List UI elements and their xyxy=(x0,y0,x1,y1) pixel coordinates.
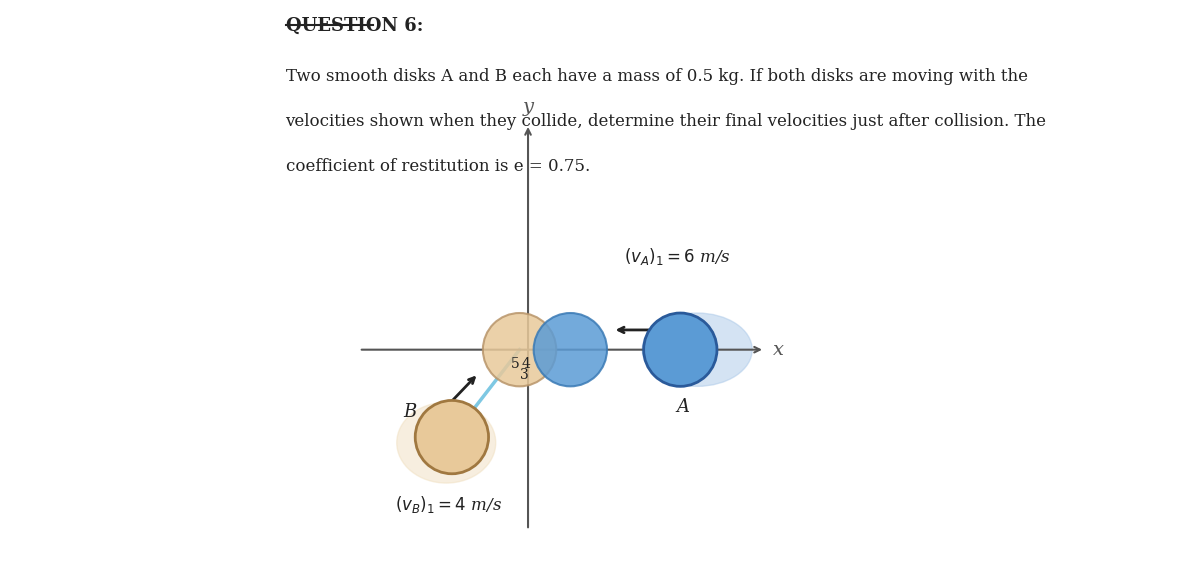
Circle shape xyxy=(534,313,607,386)
Text: A: A xyxy=(677,398,690,416)
Text: x: x xyxy=(773,341,785,359)
Text: 3: 3 xyxy=(520,368,528,382)
Circle shape xyxy=(415,400,488,474)
Text: B: B xyxy=(403,403,416,421)
Text: Two smooth disks A and B each have a mass of 0.5 kg. If both disks are moving wi: Two smooth disks A and B each have a mas… xyxy=(286,68,1027,85)
Circle shape xyxy=(643,313,716,386)
Text: velocities shown when they collide, determine their final velocities just after : velocities shown when they collide, dete… xyxy=(286,113,1046,130)
Ellipse shape xyxy=(642,313,752,386)
Text: y: y xyxy=(522,98,534,116)
Text: QUESTION 6:: QUESTION 6: xyxy=(286,17,422,35)
Text: $(v_A)_1 = 6$ m/s: $(v_A)_1 = 6$ m/s xyxy=(624,246,731,267)
Circle shape xyxy=(482,313,557,386)
Text: $(v_B)_1 = 4$ m/s: $(v_B)_1 = 4$ m/s xyxy=(396,495,503,515)
Ellipse shape xyxy=(397,403,496,483)
Text: 5: 5 xyxy=(511,357,520,371)
Text: coefficient of restitution is e = 0.75.: coefficient of restitution is e = 0.75. xyxy=(286,158,589,175)
Text: 4: 4 xyxy=(522,357,530,371)
